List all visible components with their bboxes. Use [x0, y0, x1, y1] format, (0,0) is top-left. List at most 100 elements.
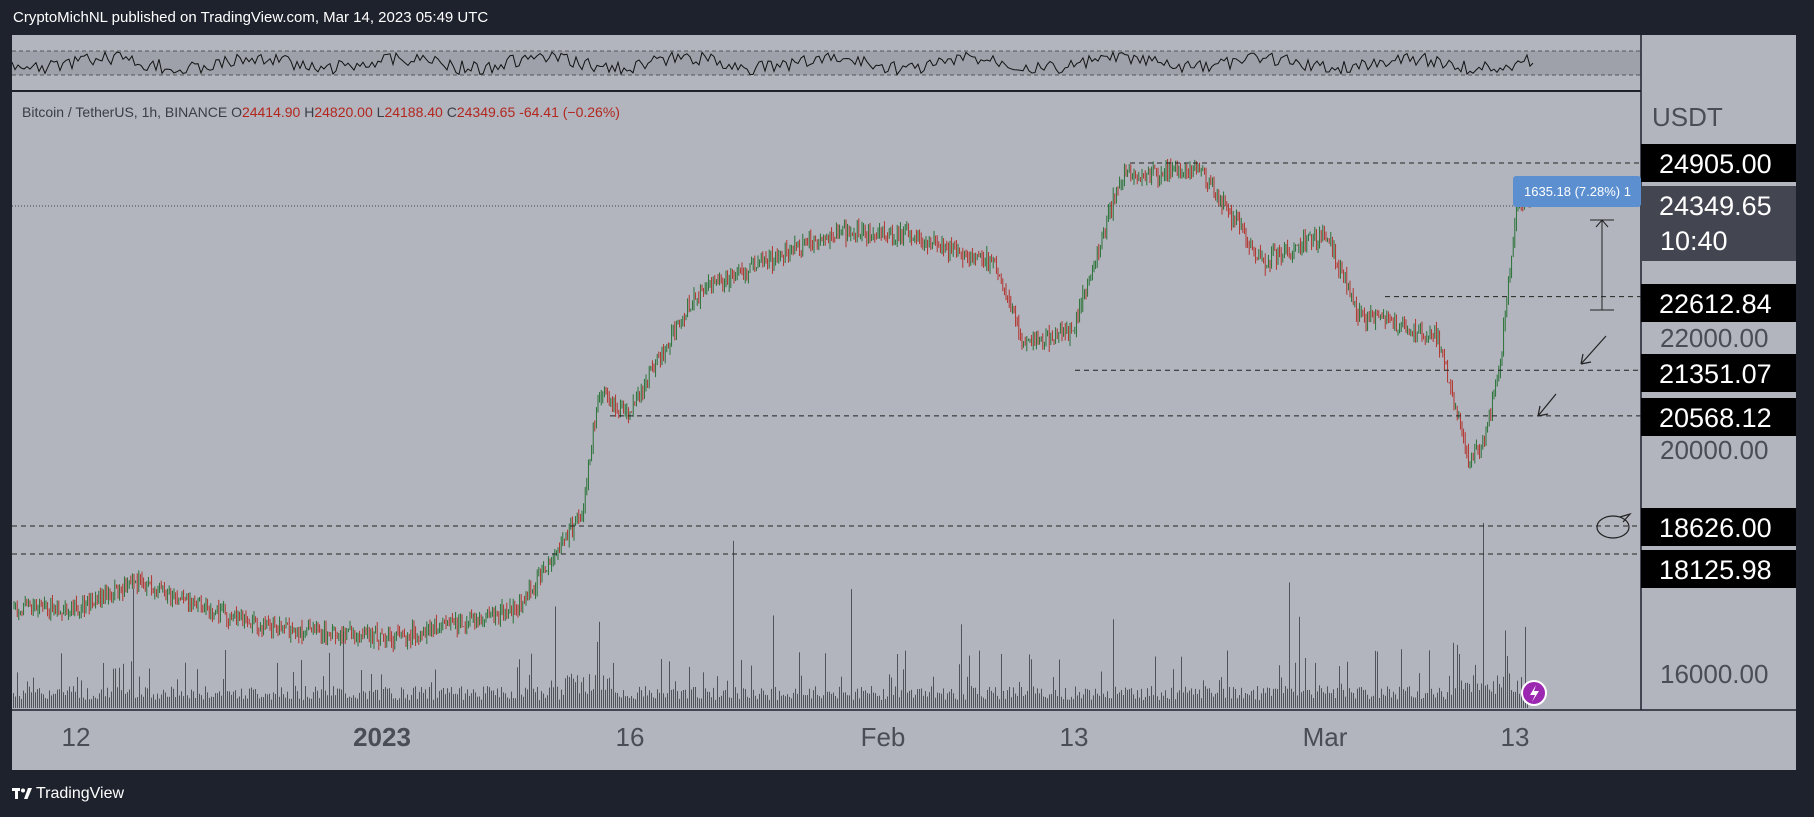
volume-bar — [1387, 686, 1388, 708]
drawing-circle[interactable] — [1596, 515, 1630, 539]
volume-bar — [1189, 690, 1190, 708]
volume-bar — [125, 693, 126, 708]
volume-bar — [1049, 694, 1050, 708]
volume-bar — [837, 698, 838, 708]
volume-bar — [895, 686, 896, 708]
volume-bar — [285, 697, 286, 708]
volume-bar — [171, 686, 172, 708]
volume-bar — [559, 699, 560, 708]
volume-bar — [723, 690, 724, 708]
lightning-icon — [1530, 685, 1539, 702]
volume-bar — [231, 694, 232, 708]
volume-bar — [287, 691, 288, 708]
volume-bar — [1367, 694, 1368, 708]
drawing-arrow-2[interactable] — [1537, 393, 1557, 417]
volume-bar — [859, 698, 860, 708]
volume-bar — [369, 690, 370, 708]
volume-bar — [1517, 680, 1518, 708]
volume-bar — [527, 689, 528, 708]
volume-bar — [1395, 694, 1396, 708]
volume-bar — [371, 674, 372, 708]
volume-bar — [1311, 694, 1312, 708]
volume-bar — [815, 686, 816, 708]
volume-bar — [435, 669, 436, 708]
volume-bar — [423, 692, 424, 708]
volume-bar — [797, 693, 798, 708]
volume-bar — [679, 698, 680, 708]
volume-bar — [397, 699, 398, 708]
volume-bar — [763, 690, 764, 708]
chart-canvas[interactable]: 1635.18 (7.28%) 1 Bitcoin / TetherUS, 1h,… — [0, 0, 1814, 780]
volume-bar — [1269, 688, 1270, 708]
volume-bar — [1157, 696, 1158, 708]
volume-bar — [1051, 693, 1052, 708]
volume-bar — [491, 690, 492, 708]
volume-bar — [1023, 696, 1024, 708]
volume-bar — [913, 697, 914, 708]
volume-bar — [1197, 693, 1198, 708]
volume-bar — [267, 694, 268, 708]
volume-bar — [827, 691, 828, 708]
volume-bar — [507, 697, 508, 708]
volume-bar — [427, 698, 428, 708]
volume-bar — [933, 676, 934, 708]
volume-bar — [1089, 690, 1090, 708]
tradingview-logo[interactable]: TradingView — [12, 785, 124, 803]
volume-bar — [313, 692, 314, 708]
volume-bar — [1155, 656, 1156, 708]
volume-bar — [581, 682, 582, 708]
volume-bar — [321, 689, 322, 708]
volume-bar — [1183, 692, 1184, 708]
volume-bar — [531, 653, 532, 708]
volume-bar — [1361, 687, 1362, 708]
price-pane[interactable] — [12, 88, 1641, 710]
volume-bar — [801, 675, 802, 708]
volume-bar — [1145, 696, 1146, 708]
volume-bar — [919, 688, 920, 708]
volume-bar — [179, 695, 180, 708]
volume-bar — [215, 693, 216, 708]
volume-bar — [91, 699, 92, 708]
volume-bar — [1253, 689, 1254, 708]
volume-bar — [107, 687, 108, 708]
volume-bar — [1421, 698, 1422, 708]
volume-bar — [689, 666, 690, 708]
volume-bar — [1309, 689, 1310, 708]
volume-bar — [305, 686, 306, 708]
volume-bar — [995, 687, 996, 708]
volume-bar — [73, 686, 74, 708]
volume-bar — [137, 697, 138, 708]
volume-bar — [803, 694, 804, 708]
volume-bar — [1305, 658, 1306, 708]
volume-bar — [577, 675, 578, 708]
volume-bar — [197, 669, 198, 708]
volume-bar — [515, 698, 516, 708]
volume-bar — [443, 688, 444, 708]
volume-bar — [1281, 677, 1282, 708]
volume-bar — [1381, 688, 1382, 708]
volume-bar — [195, 698, 196, 708]
volume-bar — [103, 663, 104, 708]
volume-bar — [183, 696, 184, 708]
volume-bar — [35, 692, 36, 708]
volume-bar — [1105, 697, 1106, 708]
volume-bar — [101, 689, 102, 708]
drawing-arrow-1[interactable] — [1580, 335, 1607, 365]
volume-bar — [525, 687, 526, 708]
volume-bar — [1271, 695, 1272, 708]
volume-bar — [477, 696, 478, 708]
volume-bar — [263, 697, 264, 708]
volume-bar — [467, 689, 468, 708]
volume-bar — [967, 676, 968, 708]
volume-bar — [21, 698, 22, 708]
volume-bar — [695, 686, 696, 708]
volume-bar — [1069, 699, 1070, 708]
volume-bar — [937, 692, 938, 708]
volume-bar — [1491, 691, 1492, 708]
volume-bar — [1333, 689, 1334, 708]
volume-bar — [1075, 686, 1076, 708]
volume-bar — [41, 693, 42, 708]
volume-bar — [343, 631, 344, 708]
measure-arrow — [1595, 219, 1609, 228]
price-label-bg — [1641, 284, 1796, 322]
